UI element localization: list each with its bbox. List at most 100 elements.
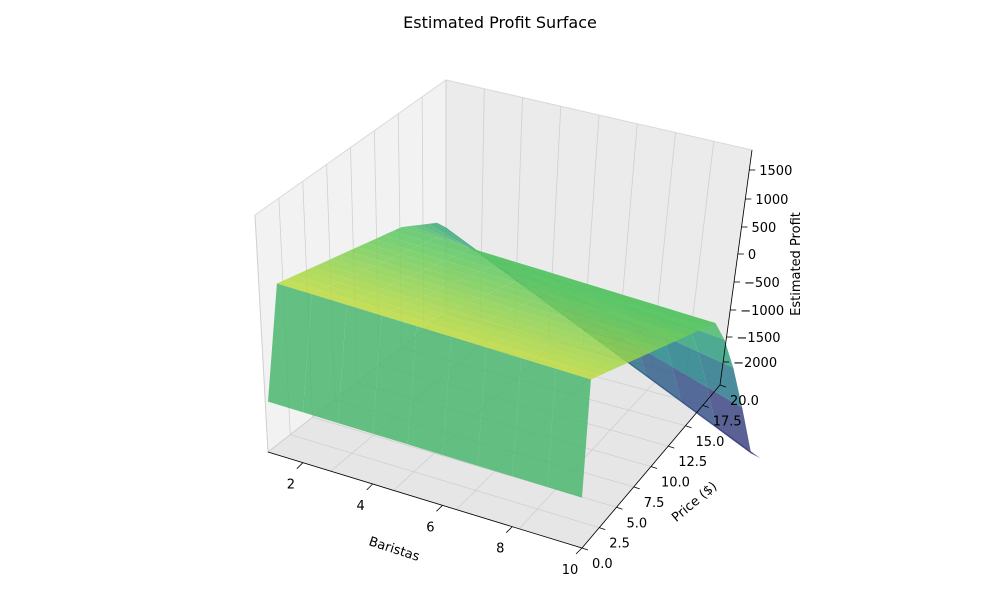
surface-patch xyxy=(469,297,514,313)
surface-patch xyxy=(547,368,591,498)
surface-patch xyxy=(390,307,435,323)
y-tick-mark xyxy=(685,425,692,429)
surface-patch xyxy=(689,326,734,368)
surface-patch xyxy=(462,248,507,264)
surface-patch xyxy=(364,292,409,308)
surface-patch xyxy=(382,257,427,273)
x-tick-mark xyxy=(505,526,513,533)
surface-patch xyxy=(365,265,409,281)
y-tick-label: 0.0 xyxy=(592,557,613,572)
surface-patch xyxy=(547,342,592,357)
surface-patch xyxy=(636,328,680,344)
z-axis-label: Estimated Profit xyxy=(789,212,804,316)
surface-patch xyxy=(505,281,550,297)
z-tick-label: 500 xyxy=(752,221,777,236)
x-tick-mark xyxy=(575,547,583,555)
surface-patch xyxy=(600,344,645,360)
surface-patch xyxy=(523,273,568,289)
z-tick-label: 1500 xyxy=(759,164,792,179)
surface-patch xyxy=(400,249,445,265)
surface-patch xyxy=(671,312,716,328)
surface-patch xyxy=(556,364,600,380)
surface-patch xyxy=(565,333,610,349)
surface-patch xyxy=(549,288,594,304)
x-tick-label: 6 xyxy=(426,520,434,535)
surface-patch xyxy=(346,300,391,316)
surface-patch xyxy=(329,282,374,297)
surface-patch xyxy=(383,231,428,246)
surface-patch xyxy=(522,300,567,316)
surface-patch xyxy=(593,295,637,310)
floor-grid-line xyxy=(518,370,666,530)
surface-patch xyxy=(627,305,672,321)
surface-patch xyxy=(662,316,707,332)
surface-patch xyxy=(609,340,654,356)
surface-patch xyxy=(556,338,601,353)
surface-patch xyxy=(477,347,522,477)
surface-patch xyxy=(337,304,382,434)
surface-patch xyxy=(434,314,479,329)
surface-patch xyxy=(514,277,559,293)
surface-patch xyxy=(601,317,646,333)
surface-patch xyxy=(538,346,583,361)
surface-patch xyxy=(486,316,531,332)
surface-patch xyxy=(663,336,708,388)
surface-patch xyxy=(426,264,471,280)
surface-patch xyxy=(575,303,620,318)
surface-patch xyxy=(582,352,627,368)
surface-patch xyxy=(574,329,619,345)
surface-patch xyxy=(401,226,446,239)
surface-patch xyxy=(426,291,470,307)
surface-patch xyxy=(521,327,566,343)
surface-patch xyxy=(487,289,532,305)
surface-patch xyxy=(512,331,557,347)
surface-patch xyxy=(437,222,481,254)
surface-patch xyxy=(381,311,426,327)
surface-patch xyxy=(434,287,479,302)
surface-patch xyxy=(566,307,611,322)
surface-patch xyxy=(419,223,464,245)
y-tick-mark xyxy=(616,506,623,510)
surface-patch xyxy=(276,279,321,295)
surface-patch xyxy=(573,356,618,372)
surface-patch xyxy=(320,286,365,301)
surface-patch xyxy=(583,325,628,341)
surface-patch xyxy=(285,275,330,291)
z-tick-label: −1000 xyxy=(740,304,784,319)
y-tick-label: 5.0 xyxy=(627,516,648,531)
surface-patch xyxy=(451,332,496,348)
y-tick-mark xyxy=(599,527,606,531)
surface-patch xyxy=(564,360,609,376)
x-tick-mark xyxy=(436,505,443,512)
surface-patch xyxy=(348,247,392,262)
surface-patch xyxy=(557,311,602,326)
surface-patch xyxy=(548,315,593,330)
x-tick-label: 4 xyxy=(357,499,365,514)
surface-patch xyxy=(399,303,444,319)
z-tick-label: −1500 xyxy=(737,331,781,346)
surface-patch xyxy=(461,275,506,290)
surface-patch xyxy=(453,252,498,268)
surface-patch xyxy=(460,328,505,344)
surface-patch xyxy=(452,306,496,321)
surface-patch xyxy=(442,336,487,466)
surface-patch xyxy=(488,263,533,278)
x-tick-label: 2 xyxy=(287,478,295,493)
surface-patch xyxy=(478,293,523,309)
surface-patch xyxy=(530,323,575,339)
y-tick-label: 12.5 xyxy=(678,455,707,470)
surface-patch xyxy=(400,276,444,292)
surface-patch xyxy=(302,294,347,423)
surface-patch xyxy=(521,354,565,369)
surface-patch xyxy=(495,339,539,355)
surface-patch xyxy=(636,301,681,317)
y-tick-mark xyxy=(668,445,675,449)
surface-patch xyxy=(311,290,356,305)
surface-patch xyxy=(443,283,488,298)
surface-patch xyxy=(374,235,419,250)
surface-patch xyxy=(486,343,531,359)
surface-patch xyxy=(497,259,542,274)
surface-patch xyxy=(268,283,312,413)
surface-patch xyxy=(303,267,348,283)
surface-patch xyxy=(312,263,357,279)
